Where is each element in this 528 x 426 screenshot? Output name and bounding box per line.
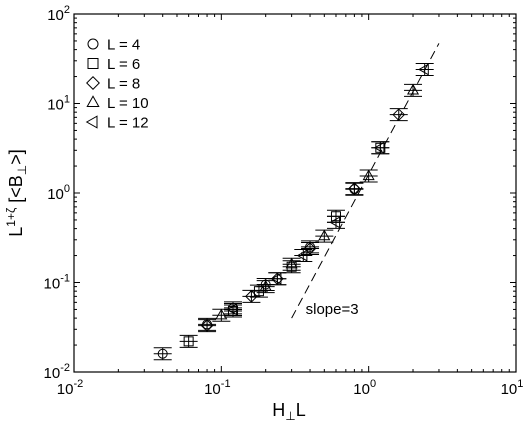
data-point [329,216,341,229]
y-tick-label: 102 [47,4,70,24]
x-tick-label: 100 [353,378,376,398]
data-point [226,303,238,316]
y-tick-label: 10-1 [44,273,70,293]
legend-marker [87,38,99,50]
tick-labels: 10-2 10-1 100 101 10-2 10-1 100 101 102 [44,4,524,398]
legend-marker [86,76,100,90]
plot-frame [73,13,517,373]
legend-marker [85,115,98,129]
x-tick-label: 101 [501,378,524,398]
data-point [245,290,258,303]
y-tick-label: 100 [47,183,70,203]
data-point [406,83,420,95]
legend-item: L = 12 [85,115,149,132]
y-tick-label: 10-2 [44,362,70,382]
legend-label: L = 10 [107,95,149,112]
legend-label: L = 6 [107,56,140,73]
y-axis-label: L1+ζ [<B⊥>] [4,149,29,237]
series-4 [212,83,423,322]
legend-item: L = 6 [87,56,140,73]
data-point [296,249,308,262]
legend-label: L = 4 [107,37,140,54]
legend-item: L = 8 [86,76,140,93]
data-point [200,319,214,332]
data-point [418,63,429,76]
legend-marker [87,58,99,69]
legend-label: L = 8 [107,76,140,93]
x-axis-label: H⊥L [272,400,305,423]
legend-item: L = 10 [86,95,149,112]
series-5 [223,62,434,316]
data-point [392,108,406,122]
x-tick-label: 10-2 [57,378,83,398]
data-point [270,272,282,285]
axis-ticks [73,13,517,373]
data-point [259,279,272,291]
data-point [318,229,331,241]
data-point [303,242,317,255]
y-tick-label: 101 [47,94,70,114]
legend-marker [86,95,100,107]
data-point [362,169,375,181]
axis-labels: H⊥L L1+ζ [<B⊥>] [4,149,306,423]
data-point [157,348,168,359]
data-point [215,308,228,320]
legend-item: L = 4 [87,37,140,54]
x-tick-label: 10-1 [204,378,230,398]
legend: L = 4 L = 6 L = 8 L = 10 L = 12 [85,37,149,132]
data-point [348,182,361,195]
reference-line-group: slope=3 [291,43,440,319]
series-3 [198,108,408,333]
slope-annotation: slope=3 [306,301,359,318]
slope-reference-line [291,43,440,319]
data-point [285,257,298,269]
data-point [183,336,194,347]
data-point [373,141,385,154]
data-points [153,62,434,361]
legend-label: L = 12 [107,115,149,132]
